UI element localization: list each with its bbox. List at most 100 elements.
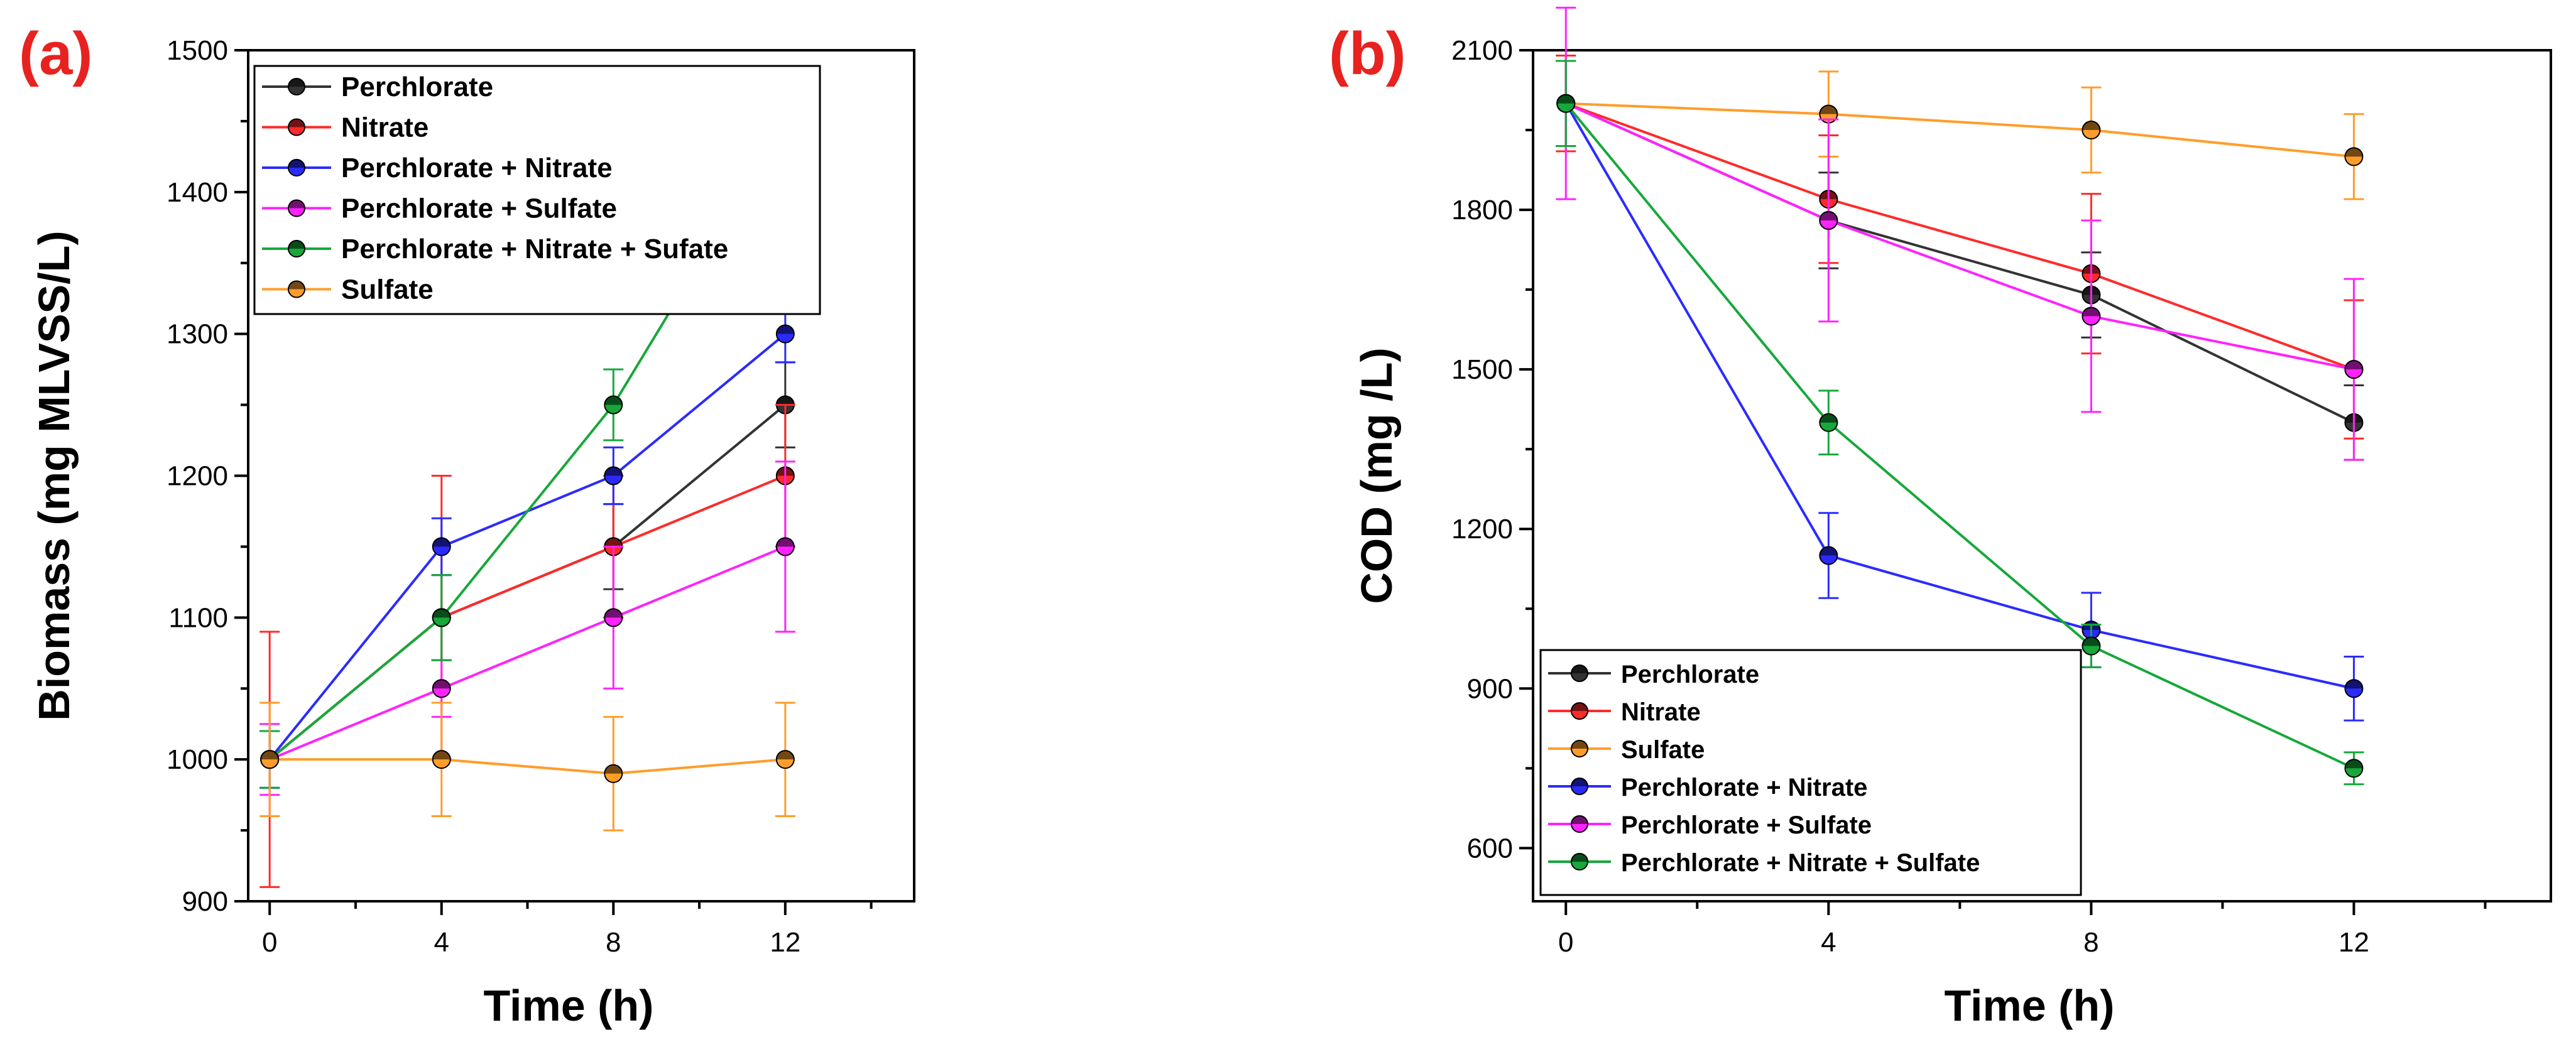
- data-point-shade: [2345, 148, 2363, 157]
- x-tick-label: 4: [434, 927, 449, 958]
- legend-item: Nitrate: [1548, 698, 1701, 726]
- legend-item: Perchlorate + Sulfate: [1548, 811, 1872, 839]
- series-line: [1564, 102, 2355, 770]
- series-line: [1565, 102, 2355, 424]
- legend: Perchlorate Nitrate Perchlorate + Nitrate P…: [253, 65, 821, 315]
- legend-item: Perchlorate + Nitrate: [262, 153, 613, 183]
- series-sulfate: [259, 702, 795, 832]
- legend-item: Perchlorate + Sulfate: [262, 193, 617, 224]
- legend-marker-shade: [288, 241, 305, 249]
- series-line: [268, 474, 786, 761]
- x-tick-label: 0: [1558, 927, 1573, 958]
- y-tick-label: 1100: [168, 602, 228, 633]
- data-point-shade: [2345, 680, 2363, 689]
- series-perchlorate-sulfate: [1556, 6, 2364, 461]
- legend-item: Perchlorate + Nitrate: [1548, 774, 1867, 801]
- legend-item: Perchlorate + Nitrate + Sulfate: [1548, 849, 1980, 877]
- data-point-shade: [776, 538, 794, 547]
- y-tick-label: 2100: [1451, 35, 1513, 66]
- data-point-shade: [432, 751, 450, 760]
- data-point-shade: [776, 325, 794, 334]
- data-point-shade: [1820, 212, 1838, 220]
- data-point-shade: [1820, 546, 1838, 556]
- x-tick-label: 12: [770, 927, 800, 958]
- series-nitrate: [259, 404, 795, 888]
- plot-frame: [1532, 49, 2552, 903]
- x-tick-label: 4: [1821, 927, 1836, 958]
- y-axis-title: Biomass (mg MLVSS/L): [30, 230, 79, 720]
- legend-marker-shade: [1571, 854, 1588, 862]
- legend-marker-shade: [288, 200, 305, 209]
- legend-marker-shade: [288, 79, 305, 87]
- legend-marker-shade: [1571, 740, 1588, 749]
- y-tick-label: 1200: [1451, 514, 1513, 545]
- data-point-shade: [1820, 413, 1838, 423]
- y-tick-label: 1800: [1451, 195, 1513, 225]
- data-point-shade: [776, 751, 794, 760]
- legend-item: Perchlorate + Nitrate + Sufate: [262, 234, 728, 264]
- series-perchlorate-nitrate-sulfate: [1556, 60, 2364, 786]
- series-line: [1566, 102, 2354, 158]
- legend-marker-shade: [1571, 778, 1588, 786]
- series-perchlorate: [1556, 60, 2364, 461]
- y-tick-label: 1200: [166, 461, 228, 492]
- legend-marker-shade: [1571, 703, 1588, 711]
- x-tick-label: 8: [606, 927, 621, 958]
- legend-label: Nitrate: [341, 112, 428, 143]
- data-point-shade: [2345, 759, 2363, 769]
- legend-label: Perchlorate + Nitrate + Sulfate: [1621, 849, 1980, 877]
- series-line: [1565, 102, 2354, 371]
- y-tick-label: 1500: [166, 35, 228, 66]
- series-line: [270, 758, 786, 775]
- x-tick-label: 8: [2083, 927, 2098, 958]
- x-axis-title: Time (h): [484, 981, 654, 1030]
- legend-label: Perchlorate + Sulfate: [341, 193, 617, 224]
- y-tick-label: 1500: [1451, 354, 1513, 385]
- data-point-shade: [604, 609, 623, 618]
- panel-a-biomass-chart: (a) 0 4 8 12 900 1000 1100 1200 1300 1400 1500 Time …: [19, 20, 915, 1030]
- legend-item: Perchlorate: [262, 72, 493, 102]
- data-point-shade: [604, 764, 623, 774]
- legend-label: Perchlorate + Nitrate: [341, 153, 613, 183]
- data-point-shade: [2082, 637, 2100, 646]
- legend-label: Sulfate: [1621, 736, 1705, 764]
- data-point-shade: [2082, 121, 2100, 131]
- y-tick-label: 1000: [166, 744, 228, 775]
- data-point-shade: [432, 538, 450, 547]
- data-point-shade: [261, 751, 279, 760]
- data-point-shade: [604, 538, 623, 547]
- y-tick-label: 1400: [166, 177, 228, 208]
- data-point-shade: [432, 609, 450, 618]
- series-perchlorate-nitrate: [259, 305, 795, 789]
- data-point-shade: [604, 396, 623, 405]
- data-point-shade: [1820, 105, 1838, 114]
- data-point-shade: [776, 396, 794, 405]
- series-nitrate: [1556, 54, 2364, 440]
- legend-label: Perchlorate + Sulfate: [1621, 811, 1872, 839]
- legend-marker-shade: [288, 160, 305, 168]
- legend-box: [1539, 649, 2082, 896]
- panel-label: (a): [19, 20, 92, 87]
- series-line: [1565, 102, 2355, 371]
- y-tick-label: 900: [1467, 673, 1513, 704]
- legend-label: Perchlorate: [1621, 661, 1759, 688]
- x-tick-label: 0: [262, 927, 277, 958]
- legend-label: Perchlorate + Nitrate: [1621, 774, 1867, 801]
- data-point-shade: [1557, 94, 1575, 104]
- legend: Perchlorate Nitrate Sulfate Perchlorate + N…: [1539, 649, 2082, 896]
- data-point-shade: [2345, 361, 2363, 370]
- y-axis-title: COD (mg /L): [1352, 347, 1401, 604]
- data-point-shade: [432, 680, 450, 689]
- panel-label: (b): [1329, 20, 1406, 87]
- panel-b-cod-chart: (b) 0 4 8 12 600 900 1200 1500 1800 2100 Time (h) CO…: [1329, 6, 2552, 1030]
- y-tick-label: 600: [1467, 833, 1513, 864]
- y-tick-label: 900: [182, 886, 228, 917]
- legend-marker-shade: [1571, 816, 1588, 824]
- x-tick-label: 12: [2339, 927, 2369, 958]
- x-axis-title: Time (h): [1945, 981, 2115, 1030]
- legend-label: Sulfate: [341, 274, 434, 305]
- legend-item: Sulfate: [1548, 736, 1705, 764]
- data-point-shade: [2082, 307, 2100, 317]
- legend-marker-shade: [288, 119, 305, 127]
